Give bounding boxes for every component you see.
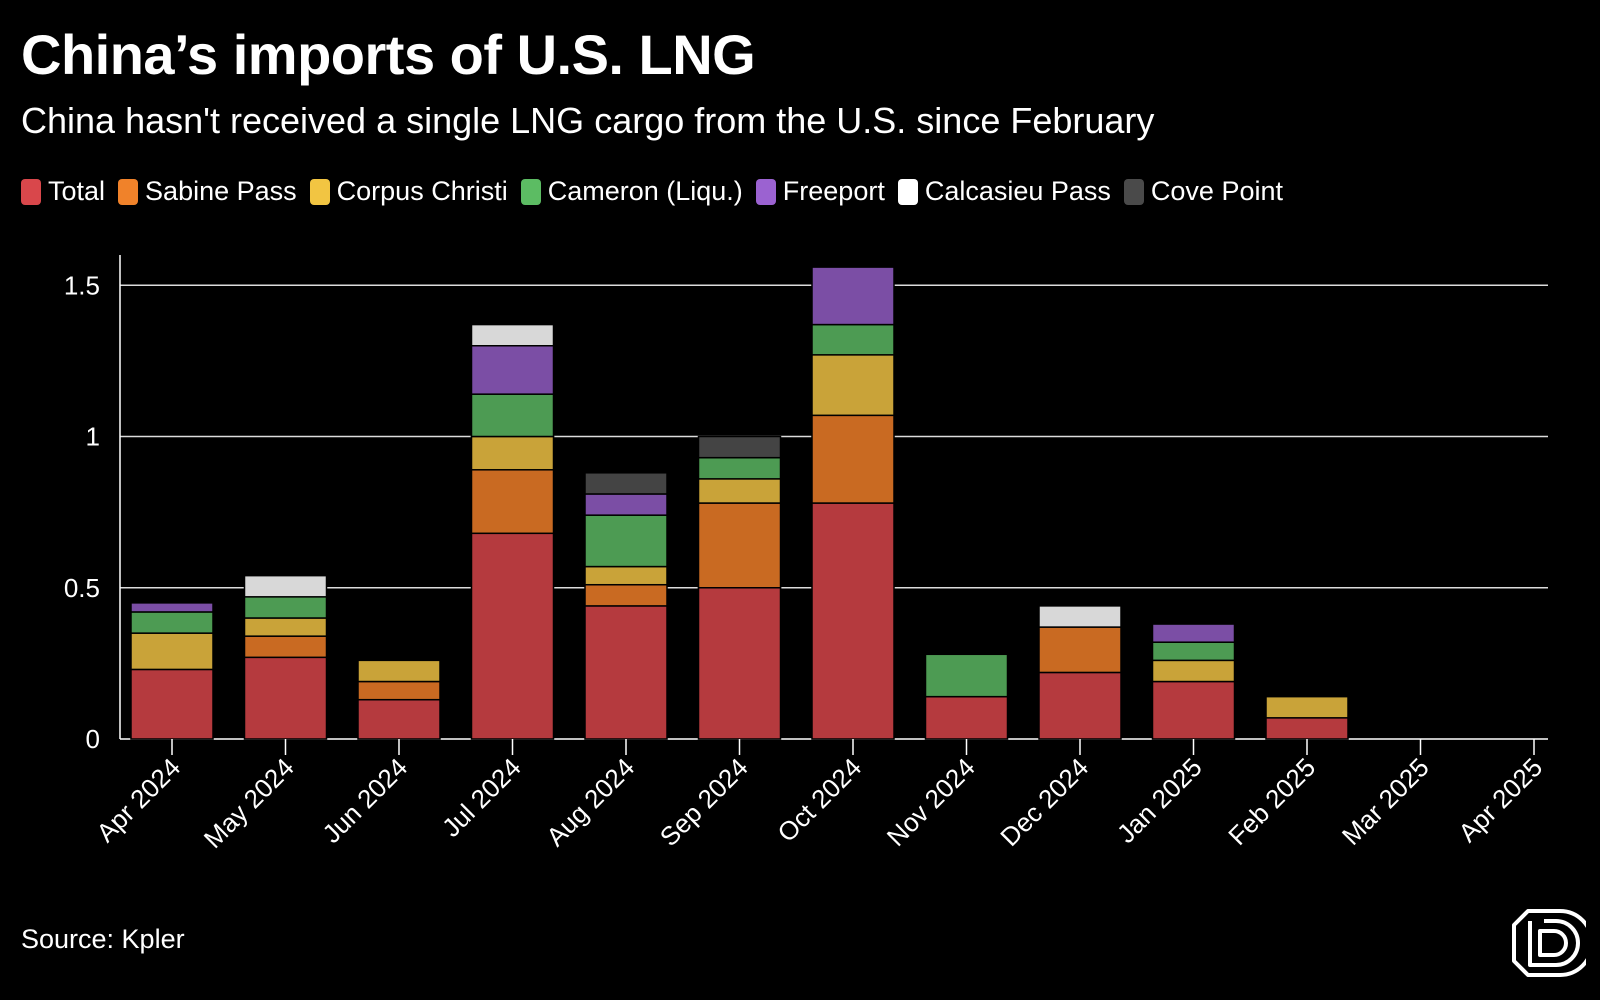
bar-segment	[1038, 605, 1122, 628]
bar-segment	[1038, 671, 1122, 740]
bar-segment	[470, 435, 555, 471]
bar-segment	[243, 574, 328, 598]
legend-swatch	[21, 178, 41, 205]
legend-item: Calcasieu Pass	[897, 176, 1111, 207]
legend-swatch	[309, 178, 330, 205]
bar-segment	[1038, 626, 1122, 674]
legend-swatch	[520, 178, 541, 205]
x-tick-label: May 2024	[198, 752, 300, 854]
x-tick-label: Apr 2024	[90, 752, 186, 848]
bar-segment	[357, 659, 441, 683]
x-tick-label: Feb 2025	[1222, 752, 1321, 851]
bar-segment	[811, 354, 895, 417]
legend-item: Sabine Pass	[118, 176, 297, 207]
bar-segment	[697, 587, 782, 740]
y-tick-label: 1.5	[64, 270, 100, 300]
bar-segment	[811, 323, 895, 356]
bar-segment	[470, 532, 555, 740]
y-tick-label: 1	[86, 422, 100, 452]
bar-segment	[1265, 717, 1349, 740]
bar-segment	[811, 266, 895, 326]
x-tick-label: Dec 2024	[994, 752, 1094, 852]
bar-segment	[470, 345, 555, 395]
x-tick-label: Mar 2025	[1336, 752, 1435, 851]
y-tick-label: 0.5	[64, 573, 100, 603]
bar-segment	[470, 393, 555, 438]
bar-segment	[584, 583, 668, 607]
chart-title: China’s imports of U.S. LNG	[21, 23, 756, 86]
x-tick-label: Oct 2024	[771, 752, 867, 848]
x-tick-label: Aug 2024	[540, 752, 640, 852]
bar-segment	[470, 323, 555, 347]
bar-segment	[584, 605, 668, 740]
bar-segment	[470, 469, 555, 535]
legend-label: Cameron (Liqu.)	[547, 176, 743, 206]
legend-label: Freeport	[782, 176, 885, 206]
bar-segment	[243, 635, 328, 659]
brand-logo-icon	[1508, 905, 1594, 988]
bar-segment	[1151, 680, 1236, 740]
legend-item: Cameron (Liqu.)	[520, 176, 743, 207]
legend-item: Total	[21, 176, 105, 207]
bar-segment	[130, 611, 214, 634]
bar-segment	[697, 502, 782, 589]
bar-segment	[1151, 623, 1236, 643]
x-tick-label: Jun 2024	[316, 752, 413, 849]
bar-segment	[584, 565, 668, 586]
y-tick-label: 0	[86, 724, 100, 754]
bar-segment	[697, 456, 782, 480]
bar-segment	[243, 656, 328, 740]
legend-label: Sabine Pass	[145, 176, 297, 206]
x-tick-label: Jan 2025	[1111, 752, 1208, 849]
bar-segment	[697, 435, 782, 459]
legend-item: Corpus Christi	[309, 176, 508, 207]
legend-swatch	[118, 178, 139, 205]
bar-segment	[1151, 659, 1236, 683]
bar-segment	[357, 698, 441, 740]
x-tick-label: Sep 2024	[654, 752, 754, 852]
bar-segment	[811, 414, 895, 504]
bar-segment	[697, 478, 782, 504]
x-tick-label: Jul 2024	[436, 752, 527, 843]
bar-segment	[811, 502, 895, 740]
bar-segment	[130, 668, 214, 740]
bar-segment	[584, 514, 668, 568]
legend-label: Total	[48, 176, 106, 206]
x-tick-label: Apr 2025	[1452, 752, 1548, 848]
bar-segment	[243, 596, 328, 619]
bar-segment	[1265, 695, 1349, 719]
legend-label: Corpus Christi	[336, 176, 508, 206]
legend-item: Freeport	[755, 176, 885, 207]
bar-segment	[924, 653, 1009, 698]
bar-segment	[584, 493, 668, 516]
legend-item: Cove Point	[1123, 176, 1283, 207]
x-tick-label: Nov 2024	[881, 752, 981, 852]
bar-segment	[1151, 641, 1236, 662]
legend-swatch	[1123, 178, 1144, 205]
legend-label: Calcasieu Pass	[924, 176, 1111, 206]
bar-segment	[130, 632, 214, 671]
bar-segment	[924, 695, 1009, 740]
bar-segment	[243, 617, 328, 637]
bar-segment	[357, 680, 441, 701]
source-note: Source: Kpler	[21, 924, 185, 954]
bar-segment	[130, 602, 214, 613]
legend-label: Cove Point	[1150, 176, 1283, 206]
legend: Total Sabine Pass Corpus Christi Cameron (L…	[21, 176, 1296, 207]
legend-swatch	[755, 178, 776, 205]
bar-segment	[584, 472, 668, 495]
legend-swatch	[897, 178, 918, 205]
chart-subtitle: China hasn't received a single LNG cargo…	[21, 100, 1155, 141]
